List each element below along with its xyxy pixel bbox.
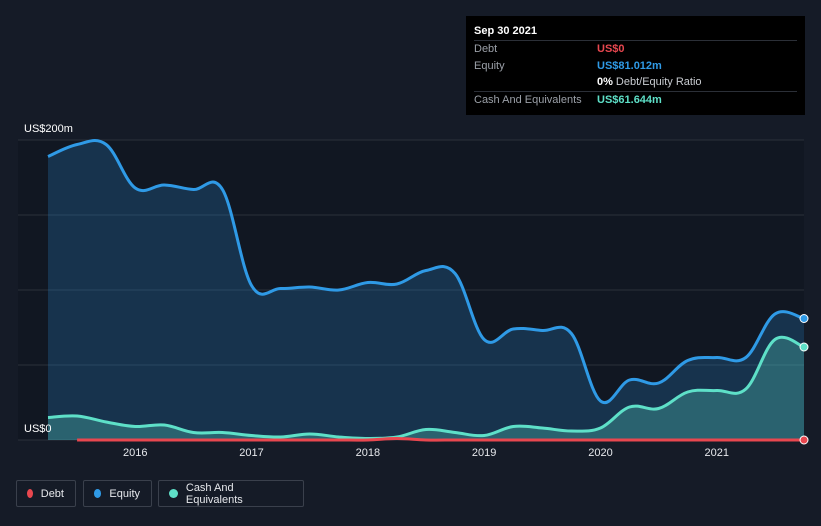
- x-tick-label: 2019: [471, 447, 497, 459]
- legend-dot-icon: [94, 489, 102, 498]
- tooltip-label: Cash And Equivalents: [474, 93, 582, 106]
- legend-item-equity[interactable]: Equity: [83, 480, 152, 507]
- legend-label: Equity: [109, 487, 140, 500]
- x-tick-label: 2018: [355, 447, 381, 459]
- y-axis-max-label: US$200m: [24, 123, 73, 135]
- tooltip-value-debt: US$0: [597, 43, 625, 55]
- grid-lines: [18, 139, 804, 441]
- legend-dot-icon: [27, 489, 33, 498]
- legend-dot-icon: [169, 489, 178, 498]
- tooltip-row-cash: Cash And Equivalents US$61.644m: [474, 90, 797, 109]
- tooltip-label: [474, 74, 597, 91]
- x-tick-label: 2016: [122, 447, 148, 459]
- tooltip-value-ratio: 0%: [597, 76, 613, 88]
- cash-line: [47, 335, 805, 441]
- tooltip-label: Equity: [474, 59, 505, 72]
- x-tick-label: 2021: [704, 447, 730, 459]
- debt-end-point: [799, 435, 809, 445]
- legend-label: Cash And Equivalents: [185, 481, 243, 506]
- tooltip-ratio-label: Debt/Equity Ratio: [615, 76, 702, 88]
- cash-area: [48, 337, 804, 440]
- legend-label: Debt: [40, 487, 64, 500]
- tooltip-label: Debt: [474, 43, 498, 55]
- tooltip-value-cash: US$61.644m: [597, 93, 662, 106]
- debt-line: [77, 436, 804, 442]
- cash-end-point: [799, 342, 809, 352]
- tooltip-row-equity: Equity US$81.012m: [474, 58, 797, 75]
- equity-area: [48, 140, 804, 440]
- tooltip-row-ratio: 0% Debt/Equity Ratio: [474, 74, 797, 91]
- tooltip-panel: Sep 30 2021 Debt US$0 Equity US$81.012m …: [466, 16, 805, 115]
- legend-item-cash[interactable]: Cash And Equivalents: [158, 480, 304, 507]
- equity-end-point: [799, 314, 809, 323]
- x-tick-label: 2017: [239, 447, 264, 459]
- x-tick-label: 2020: [588, 447, 613, 459]
- tooltip-date: Sep 30 2021: [474, 25, 537, 37]
- tooltip-value-equity: US$81.012m: [597, 59, 662, 72]
- y-axis-zero-label: US$0: [24, 423, 52, 435]
- equity-line: [47, 138, 805, 405]
- tooltip-row-debt: Debt US$0: [474, 40, 797, 58]
- series-layer: [47, 138, 809, 445]
- legend-item-debt[interactable]: Debt: [16, 480, 76, 507]
